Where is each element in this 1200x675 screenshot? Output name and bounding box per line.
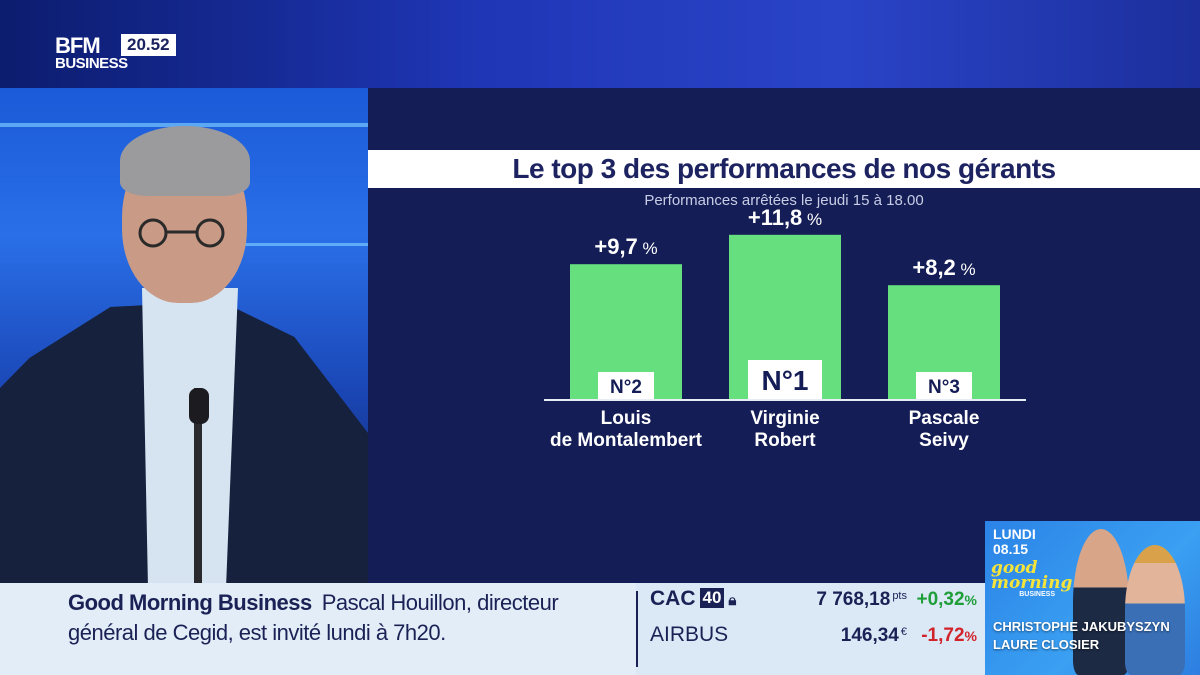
data-label: +9,7 % xyxy=(594,234,657,259)
category-label: Seivy xyxy=(919,430,969,451)
studio-light xyxy=(230,243,368,246)
market-change: -1,72% xyxy=(921,625,977,646)
market-panel: CAC 40 🔒︎ 7 768,18 pts +0,32% AIRBUS 146,34… xyxy=(640,583,985,675)
rank-label: N°3 xyxy=(928,377,960,398)
promo-date: 08.15 xyxy=(993,541,1029,557)
chart-subtitle: Performances arrêtées le jeudi 15 à 18.0… xyxy=(644,192,924,209)
rank-badge xyxy=(598,372,654,400)
lock-icon: 🔒︎ xyxy=(728,592,737,609)
logo-bfm-text: BFM xyxy=(55,33,101,58)
ticker-text: Good Morning Business Pascal Houillon, di… xyxy=(68,588,628,648)
market-name: CAC 40 🔒︎ xyxy=(650,587,737,610)
guest-hair xyxy=(120,126,250,196)
logo-business-text: BUSINESS xyxy=(55,55,128,72)
rank-badge xyxy=(916,372,972,400)
category-label: de Montalembert xyxy=(550,430,703,451)
presenter-names: CHRISTOPHE JAKUBYSZYN LAURE CLOSIER xyxy=(985,618,1200,654)
news-ticker: Good Morning Business Pascal Houillon, di… xyxy=(0,583,636,675)
data-label: +8,2 % xyxy=(912,255,975,280)
studio-light xyxy=(0,123,368,127)
show-promo: LUNDI 08.15 good morning BUSINESS CHRIST… xyxy=(985,521,1200,675)
category-label: Virginie xyxy=(750,408,819,429)
guest-shirt xyxy=(142,288,238,583)
category-label: Louis xyxy=(601,408,652,429)
studio-top-band xyxy=(0,0,1200,88)
index-badge: 40 xyxy=(699,588,725,608)
microphone-stand xyxy=(194,388,202,583)
presenter-photo xyxy=(1125,545,1185,675)
presenter-name: LAURE CLOSIER xyxy=(993,637,1100,652)
rank-badge xyxy=(748,360,822,400)
bfm-business-logo: BFM BUSINESS 20.52 xyxy=(55,33,190,75)
chart-panel: Le top 3 des performances de nos gérants… xyxy=(368,88,1200,583)
clock: 20.52 xyxy=(121,34,176,56)
good-morning-logo: good morning BUSINESS xyxy=(991,558,1073,599)
market-change: +0,32% xyxy=(916,589,977,610)
ticker-divider xyxy=(636,591,638,667)
ticker-headline: Pascal Houillon, directeur général de Ce… xyxy=(68,590,559,645)
chart-title: Le top 3 des performances de nos gérants xyxy=(512,153,1056,184)
market-value: 146,34 € xyxy=(840,625,907,646)
presenter-photo xyxy=(1073,529,1129,675)
guest-glasses xyxy=(138,218,225,248)
market-row-cac40: CAC 40 🔒︎ 7 768,18 pts +0,32% xyxy=(650,587,985,617)
category-label: Pascale xyxy=(909,408,980,429)
data-label: +11,8 % xyxy=(748,205,822,230)
ticker-show-name: Good Morning Business xyxy=(68,590,312,615)
lower-third: Good Morning Business Pascal Houillon, di… xyxy=(0,583,1200,675)
rank-label: N°2 xyxy=(610,377,642,398)
market-value: 7 768,18 pts xyxy=(816,589,907,610)
market-name: AIRBUS xyxy=(650,623,729,646)
rank-label: N°1 xyxy=(762,365,809,396)
presenter-name: CHRISTOPHE JAKUBYSZYN xyxy=(993,619,1170,634)
promo-day: LUNDI xyxy=(993,526,1036,542)
market-row-airbus: AIRBUS 146,34 € -1,72% xyxy=(650,623,985,653)
guest-video xyxy=(0,88,368,583)
chart-title-bar: Le top 3 des performances de nos gérants xyxy=(368,150,1200,188)
microphone-icon xyxy=(189,388,209,424)
category-label: Robert xyxy=(754,430,816,451)
